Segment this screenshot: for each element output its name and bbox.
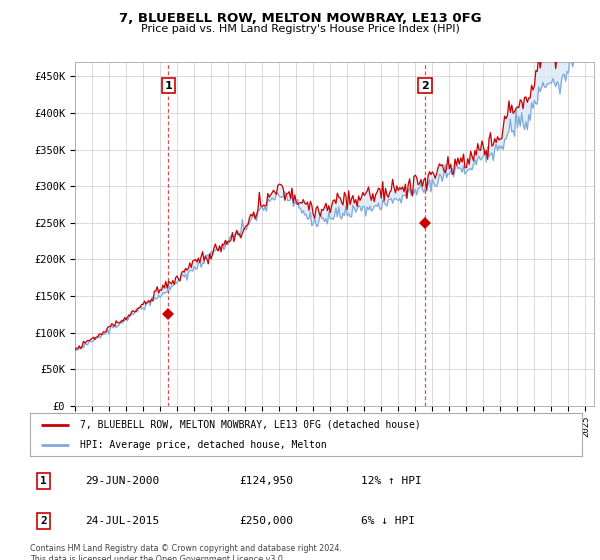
Text: £124,950: £124,950 bbox=[240, 476, 294, 486]
Text: HPI: Average price, detached house, Melton: HPI: Average price, detached house, Melt… bbox=[80, 441, 326, 450]
Text: 1: 1 bbox=[164, 81, 172, 91]
Text: Price paid vs. HM Land Registry's House Price Index (HPI): Price paid vs. HM Land Registry's House … bbox=[140, 24, 460, 34]
Text: Contains HM Land Registry data © Crown copyright and database right 2024.
This d: Contains HM Land Registry data © Crown c… bbox=[30, 544, 342, 560]
Text: 24-JUL-2015: 24-JUL-2015 bbox=[85, 516, 160, 526]
Text: 1: 1 bbox=[40, 476, 47, 486]
Text: 7, BLUEBELL ROW, MELTON MOWBRAY, LE13 0FG (detached house): 7, BLUEBELL ROW, MELTON MOWBRAY, LE13 0F… bbox=[80, 420, 421, 430]
Text: 29-JUN-2000: 29-JUN-2000 bbox=[85, 476, 160, 486]
Text: 2: 2 bbox=[421, 81, 429, 91]
Text: 6% ↓ HPI: 6% ↓ HPI bbox=[361, 516, 415, 526]
Text: 7, BLUEBELL ROW, MELTON MOWBRAY, LE13 0FG: 7, BLUEBELL ROW, MELTON MOWBRAY, LE13 0F… bbox=[119, 12, 481, 25]
Text: 2: 2 bbox=[40, 516, 47, 526]
Text: £250,000: £250,000 bbox=[240, 516, 294, 526]
Text: 12% ↑ HPI: 12% ↑ HPI bbox=[361, 476, 422, 486]
